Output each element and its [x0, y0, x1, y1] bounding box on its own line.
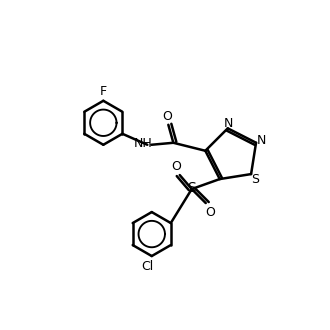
- Text: S: S: [187, 181, 196, 195]
- Text: O: O: [171, 160, 181, 173]
- Text: F: F: [100, 85, 107, 98]
- Text: Cl: Cl: [142, 260, 154, 273]
- Text: O: O: [205, 206, 215, 218]
- Text: O: O: [162, 110, 172, 123]
- Text: N: N: [256, 134, 266, 147]
- Text: NH: NH: [134, 137, 153, 150]
- Text: N: N: [224, 117, 233, 130]
- Text: S: S: [251, 173, 259, 185]
